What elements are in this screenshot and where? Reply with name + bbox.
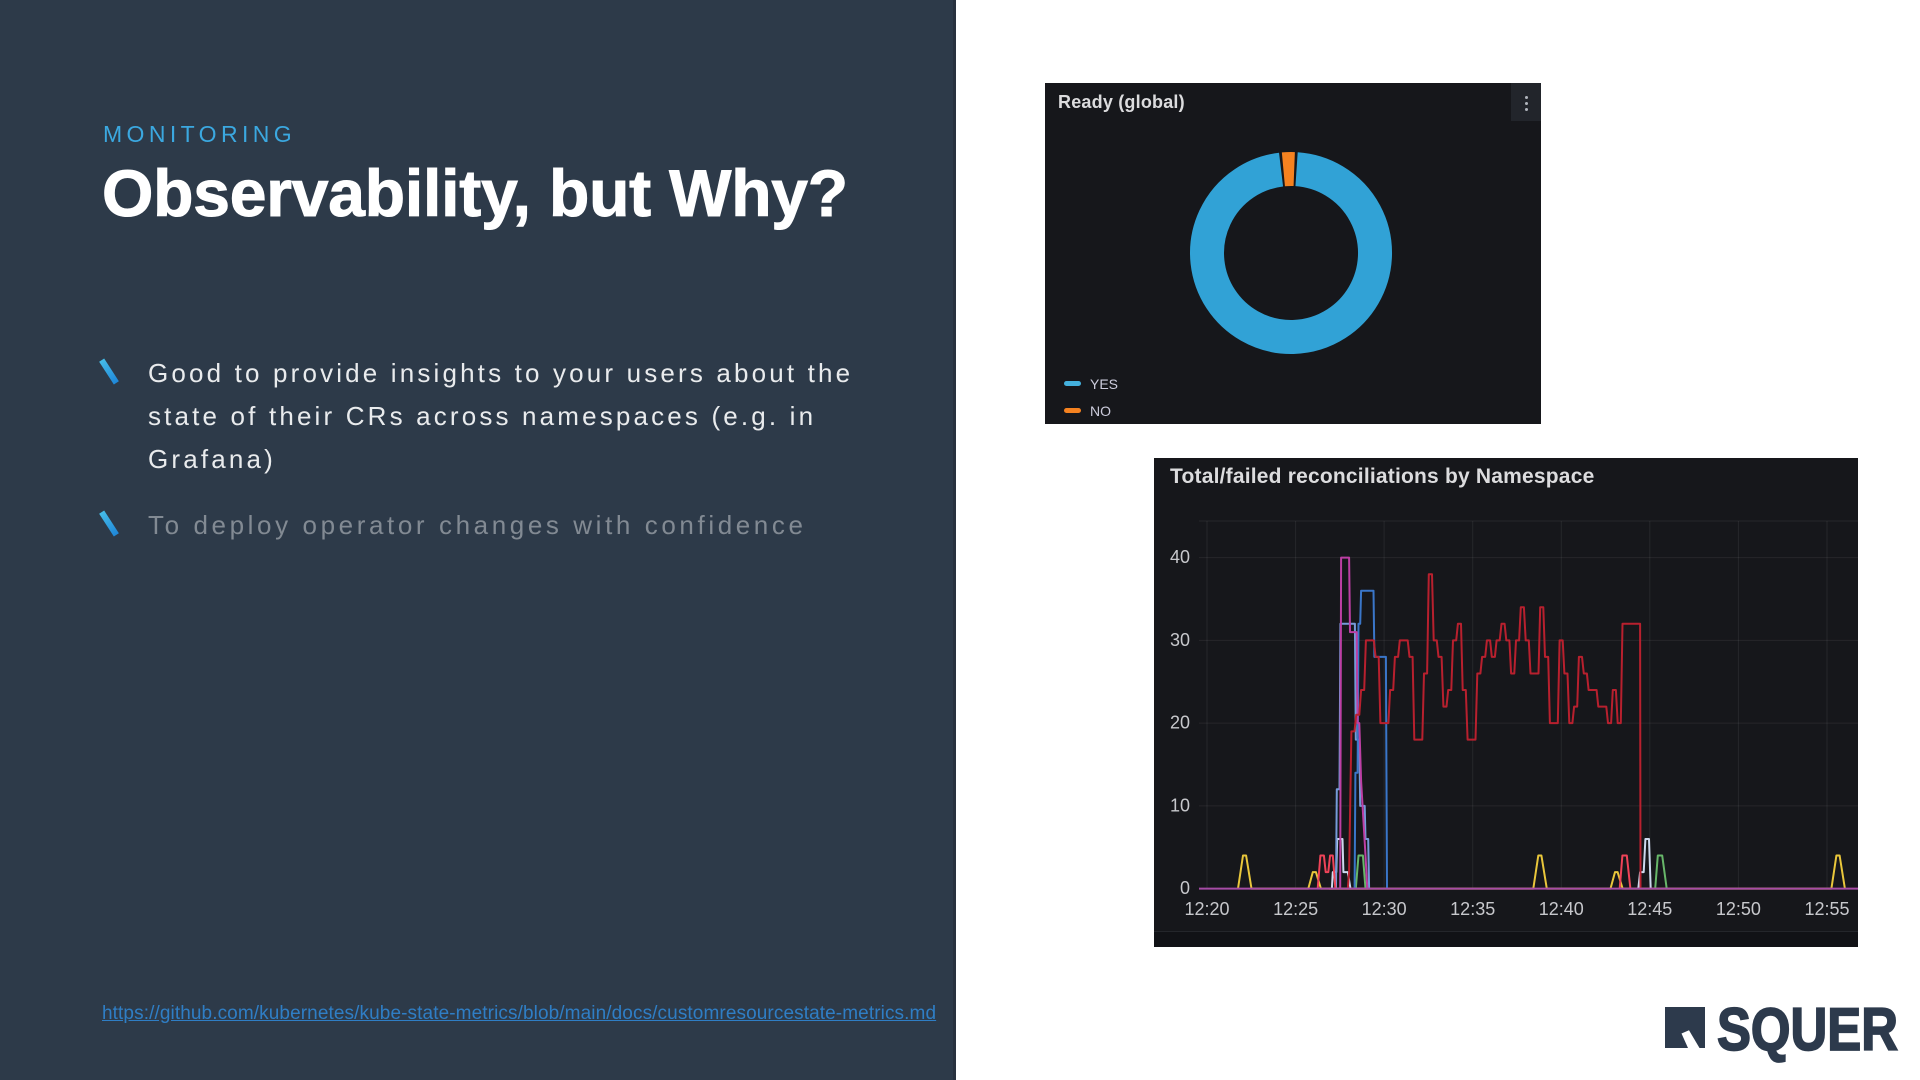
svg-text:30: 30 — [1170, 630, 1190, 650]
svg-text:10: 10 — [1170, 795, 1190, 815]
svg-text:12:25: 12:25 — [1273, 899, 1318, 919]
svg-text:12:40: 12:40 — [1539, 899, 1584, 919]
svg-text:20: 20 — [1170, 713, 1190, 733]
svg-text:12:20: 12:20 — [1184, 899, 1229, 919]
svg-text:12:50: 12:50 — [1716, 899, 1761, 919]
svg-text:12:30: 12:30 — [1362, 899, 1407, 919]
svg-text:12:35: 12:35 — [1450, 899, 1495, 919]
svg-text:12:45: 12:45 — [1627, 899, 1672, 919]
svg-text:0: 0 — [1180, 878, 1190, 898]
svg-text:40: 40 — [1170, 547, 1190, 567]
svg-text:12:55: 12:55 — [1804, 899, 1849, 919]
